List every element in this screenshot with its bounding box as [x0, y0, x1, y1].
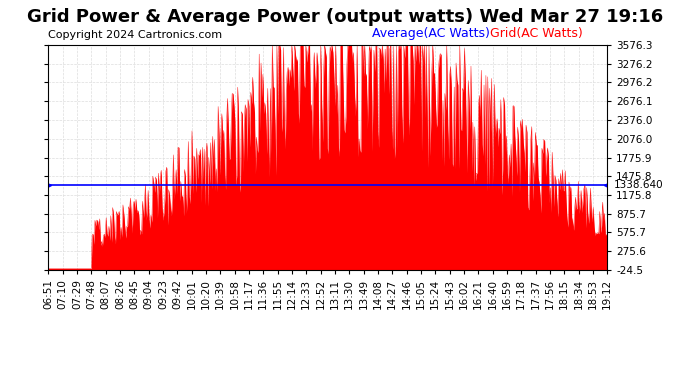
- Text: Copyright 2024 Cartronics.com: Copyright 2024 Cartronics.com: [48, 30, 222, 40]
- Text: Grid Power & Average Power (output watts) Wed Mar 27 19:16: Grid Power & Average Power (output watts…: [27, 8, 663, 26]
- Text: 1338.640: 1338.640: [614, 180, 664, 190]
- Text: Grid(AC Watts): Grid(AC Watts): [490, 27, 582, 40]
- Text: Average(AC Watts): Average(AC Watts): [373, 27, 491, 40]
